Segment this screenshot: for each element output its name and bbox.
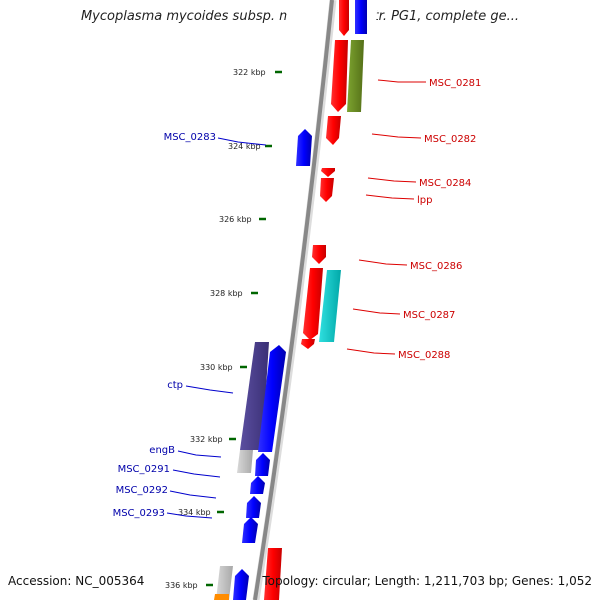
reverse-features [214, 129, 312, 600]
tick-label: 332 kbp [190, 435, 223, 444]
gene-label-msc0293[interactable]: MSC_0293 [113, 508, 165, 519]
gene-feature-reverse[interactable] [233, 569, 249, 600]
leader-line [169, 490, 217, 499]
leader-line [217, 137, 267, 146]
gene-feature-engb[interactable] [255, 453, 270, 476]
gene-feature-msc0288[interactable] [301, 339, 315, 349]
tick-label: 334 kbp [178, 508, 211, 517]
tick-label: 328 kbp [210, 289, 243, 298]
leader-line [172, 469, 221, 478]
cog-feature-msc0281[interactable] [347, 40, 364, 112]
leader-line [371, 133, 422, 139]
gene-label-msc0282[interactable]: MSC_0282 [424, 134, 476, 145]
tick-label: 326 kbp [219, 215, 252, 224]
tick-labels: 322 kbp 324 kbp 326 kbp 328 kbp 330 kbp … [165, 68, 266, 590]
gene-label-msc0283[interactable]: MSC_0283 [164, 132, 216, 143]
gene-feature-msc0286[interactable] [312, 245, 326, 264]
leader-line [346, 348, 396, 355]
gene-feature-lpp[interactable] [320, 178, 334, 202]
gene-label-msc0292[interactable]: MSC_0292 [116, 485, 168, 496]
accession-text: Accession: NC_005364 [8, 574, 145, 588]
leader-line [377, 79, 426, 83]
topology-text: Topology: circular; Length: 1,211,703 bp… [262, 574, 592, 588]
gene-feature-msc0292[interactable] [246, 496, 261, 518]
leader-line [166, 512, 213, 519]
gene-feature-msc0291[interactable] [250, 476, 265, 494]
reverse-leader-lines [166, 137, 267, 519]
forward-leader-lines [346, 79, 426, 355]
leader-line [352, 308, 401, 315]
gene-feature-forward[interactable] [264, 548, 282, 600]
gene-label-msc0286[interactable]: MSC_0286 [410, 261, 462, 272]
cog-feature-msc0287[interactable] [319, 270, 341, 342]
leader-line [367, 177, 417, 183]
gene-feature-msc0293[interactable] [242, 517, 258, 543]
gene-label-msc0281[interactable]: MSC_0281 [429, 78, 481, 89]
gene-feature-ctp[interactable] [258, 345, 286, 452]
tick-marks [206, 70, 282, 587]
gene-feature-msc0281[interactable] [331, 40, 348, 112]
tick-label: 336 kbp [165, 581, 198, 590]
reverse-labels: MSC_0283 ctp engB MSC_0291 MSC_0292 MSC_… [113, 132, 216, 519]
gene-label-engb[interactable]: engB [149, 445, 175, 456]
forward-features [264, 0, 367, 600]
gene-feature-msc0282[interactable] [326, 116, 341, 145]
tick-label: 322 kbp [233, 68, 266, 77]
forward-labels: MSC_0281 MSC_0282 MSC_0284 lpp MSC_0286 … [398, 78, 481, 361]
gene-label-msc0284[interactable]: MSC_0284 [419, 178, 471, 189]
gene-feature-msc0284[interactable] [321, 168, 335, 177]
leader-line [185, 385, 234, 394]
gene-label-msc0287[interactable]: MSC_0287 [403, 310, 455, 321]
gene-feature-msc0287[interactable] [303, 268, 323, 340]
gene-label-ctp[interactable]: ctp [167, 380, 183, 391]
gene-feature-forward[interactable] [355, 0, 367, 34]
tick-label: 324 kbp [228, 142, 261, 151]
cog-feature-orange[interactable] [214, 594, 229, 600]
gene-feature-msc0283[interactable] [296, 129, 312, 166]
backbone [253, 0, 334, 600]
gene-label-lpp[interactable]: lpp [417, 195, 432, 206]
gene-label-msc0291[interactable]: MSC_0291 [118, 464, 170, 475]
cog-feature-gray[interactable] [216, 566, 233, 600]
gene-label-msc0288[interactable]: MSC_0288 [398, 350, 450, 361]
gene-feature-forward[interactable] [339, 0, 349, 36]
leader-line [358, 259, 408, 266]
leader-line [365, 194, 415, 200]
leader-line [177, 450, 222, 458]
tick-label: 330 kbp [200, 363, 233, 372]
cog-feature-engb[interactable] [237, 450, 253, 473]
